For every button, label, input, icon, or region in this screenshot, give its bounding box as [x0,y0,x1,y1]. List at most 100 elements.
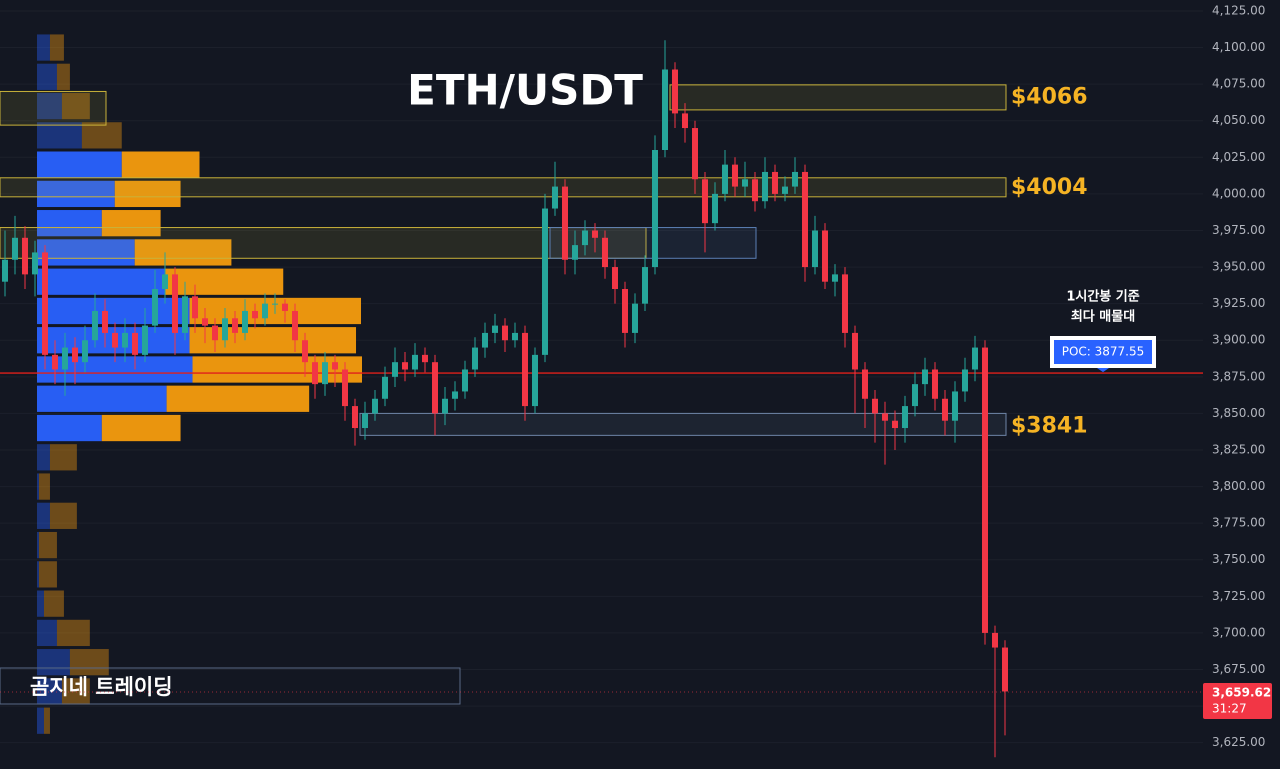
candle-body [352,406,358,429]
candle-body [772,171,778,194]
candle-body [832,274,838,282]
candle-body [512,332,518,341]
candle-body [912,384,918,407]
candle-body [122,332,128,348]
candle-body [642,267,648,304]
candle-body [72,347,78,363]
candle-body [172,274,178,333]
poc-label: POC: 3877.55 [1062,345,1145,359]
candle-body [752,179,758,202]
buy-volume [37,473,39,500]
candle-body [92,310,98,341]
sell-volume [56,63,70,90]
buy-volume [37,619,57,647]
overlay: ETH/USDT 곰지네 트레이딩 1시간봉 기준 최다 매물대 POC: 38… [0,66,1156,705]
zone [0,90,107,126]
sell-volume [49,502,77,529]
candle-body [452,391,458,399]
chart-title: ETH/USDT [407,66,643,115]
y-tick-label: 3,950.00 [1212,260,1265,274]
candle-body [582,230,588,246]
candle-body [22,237,28,275]
sell-volume [192,356,362,383]
buy-volume [37,590,44,617]
y-tick-label: 3,975.00 [1212,223,1265,237]
candle-body [262,303,268,319]
candle-body [322,362,328,385]
candle-body [852,332,858,370]
candle-body [982,347,988,633]
candle-body [232,318,238,333]
annotation: 최다 매물대 [1071,309,1135,325]
candle-body [732,164,738,187]
candle-body [382,376,388,399]
candle-body [472,347,478,370]
candle-body [722,164,728,194]
last-price-tag [1203,682,1272,719]
sell-volume [38,531,57,559]
last-price-label: 3,659.62 [1212,685,1271,699]
sell-volume [164,268,284,295]
candle-body [392,362,398,377]
price-axis: 3,625.003,650.003,675.003,700.003,725.00… [0,3,1272,749]
volume-profile [37,34,362,734]
sell-volume [121,151,200,178]
y-tick-label: 3,775.00 [1212,516,1265,530]
candle-body [442,398,448,414]
candle-body [552,186,558,209]
candle-body [762,171,768,202]
y-tick-label: 3,725.00 [1212,589,1265,603]
y-tick-label: 4,125.00 [1212,3,1265,17]
candle-body [562,186,568,260]
poc-pointer [1097,368,1109,373]
candle-body [412,354,418,370]
sell-volume [114,180,181,208]
sell-volume [134,239,232,266]
candle-body [462,369,468,392]
buy-volume [37,385,167,412]
candle-body [252,310,258,319]
watermark: 곰지네 트레이딩 [30,675,173,699]
candle-body [162,274,168,290]
candle-body [42,252,48,355]
y-tick-label: 3,800.00 [1212,479,1265,493]
candle-body [62,347,68,370]
sell-volume [69,649,109,676]
zone [669,84,1007,111]
candle-body [492,325,498,333]
sell-volume [43,590,64,617]
candle-body [572,245,578,260]
buy-volume [37,268,165,295]
candle-body [612,267,618,290]
candle-body [302,340,308,363]
candle-body [962,369,968,392]
candle-body [972,347,978,370]
y-tick-label: 3,675.00 [1212,662,1265,676]
candle-body [1002,647,1008,692]
y-tick-label: 3,750.00 [1212,552,1265,566]
candle-body [922,369,928,385]
candle-body [132,332,138,355]
buy-volume [37,151,122,178]
candle-body [532,354,538,407]
y-tick-label: 3,925.00 [1212,296,1265,310]
candle-body [502,325,508,341]
buy-volume [37,34,50,61]
candle-body [422,354,428,363]
candle-body [212,325,218,341]
sell-volume [81,122,122,149]
y-tick-label: 4,100.00 [1212,40,1265,54]
buy-volume [37,122,82,149]
sell-volume [38,473,50,500]
buy-volume [37,707,44,734]
zone-label: $3841 [1011,414,1088,439]
y-tick-label: 3,875.00 [1212,369,1265,383]
candle-body [482,332,488,348]
sell-volume [61,678,90,705]
candle-body [692,128,698,180]
sell-volume [49,444,77,471]
zone-label: $4066 [1011,84,1088,109]
candle-body [82,340,88,363]
annotation: 1시간봉 기준 [1066,289,1139,305]
